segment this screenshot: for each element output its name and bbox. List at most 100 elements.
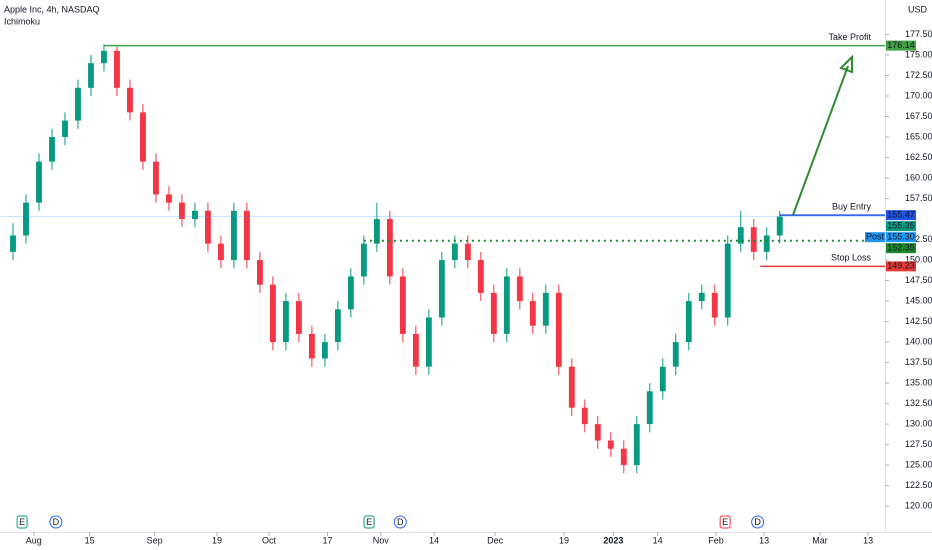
candle-body — [763, 235, 770, 252]
level-name: Stop Loss — [831, 253, 872, 263]
candle-body — [529, 301, 536, 326]
y-tick-label: 152.50 — [905, 234, 932, 244]
candle-body — [347, 276, 354, 310]
candle-body — [451, 243, 458, 261]
candle-body — [711, 292, 718, 318]
y-tick-label: 122.50 — [905, 480, 932, 490]
price-box — [886, 40, 916, 51]
x-tick-label: 15 — [85, 535, 95, 545]
candle-body — [230, 210, 237, 261]
event-label: E — [366, 517, 372, 527]
candle-body — [269, 284, 276, 343]
y-tick-label: 170.00 — [905, 90, 932, 100]
candle-body — [10, 235, 16, 252]
y-tick-label: 162.50 — [905, 152, 932, 162]
x-tick-label: 13 — [863, 535, 873, 545]
y-tick-label: 120.00 — [905, 501, 932, 511]
candle-body — [399, 276, 406, 334]
candle-body — [581, 407, 588, 425]
event-marker — [751, 515, 765, 529]
x-tick-label: 2023 — [603, 535, 623, 545]
price-box — [886, 221, 916, 232]
candle-body — [114, 50, 120, 88]
candle-body — [633, 424, 640, 466]
price-box — [886, 232, 916, 243]
x-tick-label: Aug — [26, 535, 42, 545]
price-label: 155.47 — [887, 210, 915, 220]
x-tick-label: 14 — [653, 535, 663, 545]
event-marker — [363, 515, 375, 529]
candle-body — [166, 194, 172, 203]
candle-body — [724, 243, 731, 318]
y-tick-label: 165.00 — [905, 131, 932, 141]
candle-body — [49, 136, 55, 162]
x-tick-label: 19 — [559, 535, 569, 545]
candle-body — [295, 301, 302, 334]
price-box — [886, 210, 916, 221]
candle-body — [334, 309, 341, 343]
arrow-head — [839, 54, 853, 74]
x-tick-label: 19 — [212, 535, 222, 545]
event-label: E — [722, 517, 728, 527]
event-label: E — [19, 517, 25, 527]
candle-body — [75, 87, 81, 121]
y-tick-label: 140.00 — [905, 336, 932, 346]
x-tick-label: 17 — [322, 535, 332, 545]
candle-body — [607, 440, 614, 449]
price-label: 176.14 — [887, 40, 915, 50]
candle-body — [140, 112, 146, 162]
x-tick-label: 14 — [429, 535, 439, 545]
indicator-label: Ichimoku — [4, 16, 40, 26]
candle-body — [373, 219, 380, 244]
y-tick-label: 125.00 — [905, 460, 932, 470]
price-box — [886, 243, 916, 254]
candle-body — [386, 219, 393, 277]
candle-body — [672, 342, 679, 367]
candle-body — [438, 260, 445, 318]
y-tick-label: 127.50 — [905, 439, 932, 449]
event-marker — [719, 515, 731, 529]
y-tick-label: 130.00 — [905, 418, 932, 428]
tag-box — [865, 232, 885, 243]
tag-label: Post — [866, 232, 885, 242]
candle-body — [737, 227, 744, 244]
candle-body — [425, 317, 432, 367]
candle-body — [412, 333, 419, 367]
candle-body — [464, 243, 471, 261]
level-name: Take Profit — [828, 32, 871, 42]
price-box — [886, 261, 916, 272]
level-name: Buy Entry — [832, 202, 872, 212]
candle-body — [256, 260, 263, 285]
candle-body — [101, 50, 107, 64]
candle-body — [685, 301, 692, 343]
candle-body — [36, 161, 42, 203]
candle-body — [698, 292, 705, 302]
candle-body — [282, 301, 289, 343]
price-label: 152.35 — [887, 243, 915, 253]
candle-body — [321, 342, 328, 359]
candle-body — [88, 63, 94, 88]
candle-body — [360, 243, 367, 277]
candle-body — [308, 333, 315, 359]
candle-body — [490, 292, 497, 334]
event-marker — [16, 515, 28, 529]
event-label: D — [53, 517, 60, 527]
candle-body — [659, 366, 666, 392]
candle-body — [555, 292, 562, 367]
x-tick-label: Oct — [262, 535, 277, 545]
arrow — [792, 65, 849, 216]
price-label: 155.35 — [887, 221, 915, 231]
candle-body — [776, 216, 783, 236]
x-tick-label: Dec — [487, 535, 504, 545]
chart-title: Apple Inc, 4h, NASDAQ — [4, 4, 100, 14]
event-label: D — [754, 517, 761, 527]
y-tick-label: 172.50 — [905, 70, 932, 80]
y-tick-label: 167.50 — [905, 111, 932, 121]
candle-body — [620, 448, 627, 466]
candle-body — [646, 391, 653, 425]
y-tick-label: 135.00 — [905, 377, 932, 387]
candle-body — [503, 276, 510, 334]
x-tick-label: Feb — [708, 535, 724, 545]
y-tick-label: 150.00 — [905, 254, 932, 264]
